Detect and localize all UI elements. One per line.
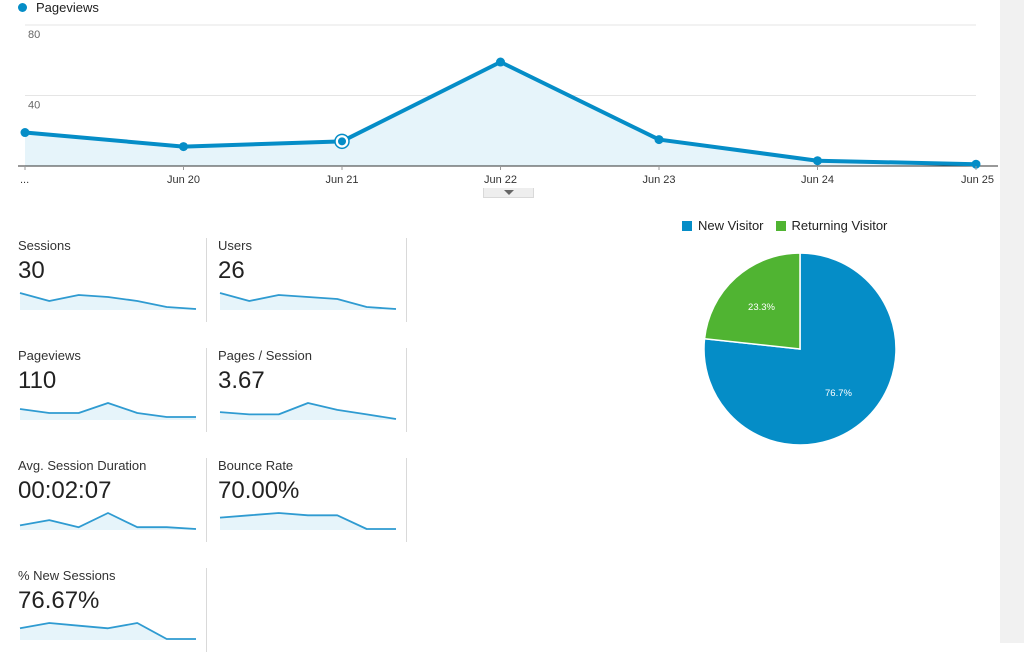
pie-slice-label: 76.7% <box>825 388 852 399</box>
legend-item-new-visitor[interactable]: New Visitor <box>682 218 764 233</box>
pageviews-point[interactable] <box>813 156 822 166</box>
visitor-type-pie-chart[interactable]: 76.7% 23.3% <box>700 250 900 450</box>
pageviews-point[interactable] <box>496 57 505 67</box>
sparkline-fill <box>20 513 196 530</box>
metric-tile[interactable]: Users 26 <box>218 238 408 322</box>
metric-tile[interactable]: Bounce Rate 70.00% <box>218 458 408 542</box>
metric-value: 30 <box>18 257 45 284</box>
metric-sparkline <box>19 292 197 310</box>
metric-value: 26 <box>218 257 245 284</box>
y-tick-label: 80 <box>28 29 40 41</box>
metric-tile[interactable]: Avg. Session Duration 00:02:07 <box>18 458 208 542</box>
metric-divider <box>206 348 207 432</box>
chart-collapse-handle[interactable] <box>483 188 534 198</box>
metric-tile[interactable]: Pages / Session 3.67 <box>218 348 408 432</box>
metric-sparkline <box>19 622 196 640</box>
pageviews-point[interactable] <box>654 135 664 145</box>
sparkline-fill <box>20 293 196 310</box>
metric-divider <box>206 238 207 322</box>
metric-label: Bounce Rate <box>218 458 294 473</box>
metric-value: 3.67 <box>218 367 265 394</box>
returning-visitor-label: Returning Visitor <box>791 218 888 233</box>
metric-divider <box>206 568 207 652</box>
metric-sparkline <box>219 512 396 530</box>
metric-label: % New Sessions <box>18 568 116 583</box>
metric-tile[interactable]: % New Sessions 76.67% <box>18 568 208 652</box>
metric-sparkline <box>219 402 397 420</box>
x-tick-label: Jun 24 <box>801 174 834 186</box>
pie-slice[interactable] <box>703 252 801 350</box>
sparkline-fill <box>220 513 396 530</box>
x-tick-label: Jun 23 <box>642 174 675 186</box>
sparkline-fill <box>220 403 396 420</box>
metric-label: Pageviews <box>18 348 81 363</box>
pageviews-point[interactable] <box>20 128 30 138</box>
y-tick-label: 40 <box>28 100 40 112</box>
sparkline-line <box>19 622 196 640</box>
pageviews-area-fill <box>25 62 976 167</box>
sparkline-line <box>19 402 196 418</box>
sparkline-fill <box>20 623 196 640</box>
metric-divider <box>406 458 407 542</box>
metric-sparkline <box>19 402 196 420</box>
sparkline-line <box>19 512 197 530</box>
x-tick-label: ... <box>20 174 29 186</box>
pie-slice-label: 23.3% <box>748 302 775 313</box>
metric-divider <box>206 458 207 542</box>
metric-value: 00:02:07 <box>18 477 112 504</box>
metric-label: Avg. Session Duration <box>18 458 147 473</box>
chevron-down-icon <box>504 190 514 195</box>
sparkline-line <box>219 512 396 530</box>
pie-legend: New Visitor Returning Visitor <box>682 218 899 233</box>
metric-divider <box>406 238 407 322</box>
pageviews-point[interactable] <box>971 159 981 169</box>
sparkline-fill <box>220 293 396 310</box>
x-tick-label: Jun 22 <box>484 174 517 186</box>
returning-visitor-swatch <box>775 220 786 231</box>
metric-label: Pages / Session <box>218 348 312 363</box>
metric-divider <box>406 348 407 432</box>
metric-tile[interactable]: Sessions 30 <box>18 238 208 322</box>
pageviews-point[interactable] <box>179 142 188 152</box>
metric-sparkline <box>19 512 197 530</box>
metric-value: 70.00% <box>218 477 300 504</box>
metric-tile[interactable]: Pageviews 110 <box>18 348 208 432</box>
x-tick-label: Jun 21 <box>325 174 358 186</box>
metric-label: Sessions <box>18 238 71 253</box>
main-chart-legend[interactable]: Pageviews <box>18 0 99 15</box>
pie-slice[interactable] <box>703 252 897 446</box>
new-visitor-swatch <box>682 220 692 231</box>
legend-item-returning-visitor[interactable]: Returning Visitor <box>775 218 888 233</box>
sparkline-line <box>19 292 197 310</box>
metric-sparkline <box>219 292 397 310</box>
sparkline-line <box>219 292 397 310</box>
x-tick-label: Jun 20 <box>167 174 200 186</box>
pageviews-legend-label: Pageviews <box>36 0 99 15</box>
sparkline-line <box>219 402 397 420</box>
metric-label: Users <box>218 238 252 253</box>
pageviews-legend-swatch <box>18 3 27 12</box>
new-visitor-label: New Visitor <box>698 218 764 233</box>
metric-value: 76.67% <box>18 587 100 614</box>
page-right-border <box>1000 0 1024 643</box>
pageviews-point-center <box>338 137 346 146</box>
x-tick-label: Jun 25 <box>961 174 994 186</box>
pageviews-line-chart[interactable]: 80 40... Jun 20 Jun 21 Jun 22 Jun 23 Jun 24 Jun… <box>0 0 1000 188</box>
metric-value: 110 <box>18 367 57 394</box>
